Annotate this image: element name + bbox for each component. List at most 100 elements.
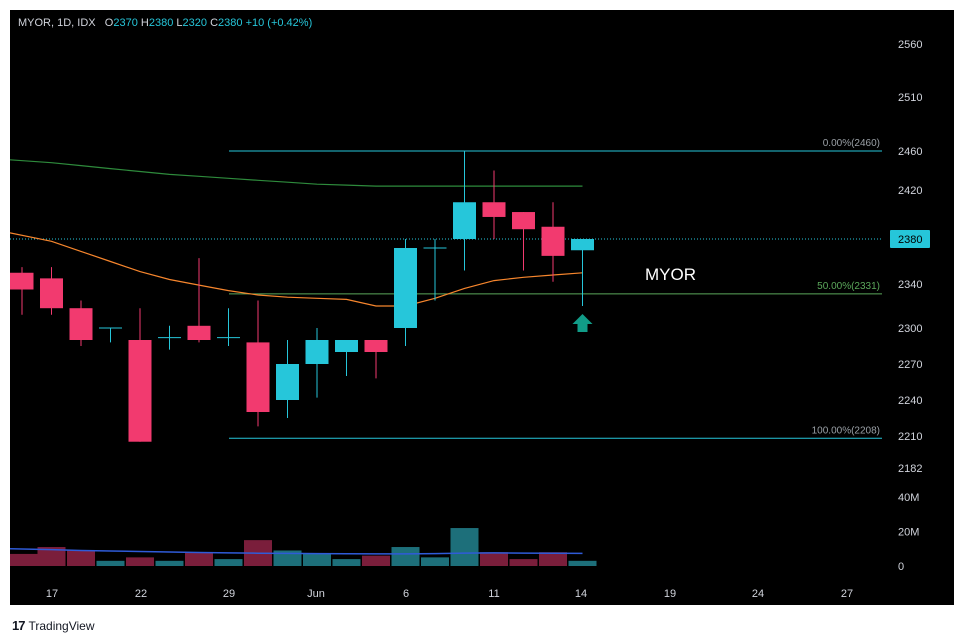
date-tick-label: 17 bbox=[46, 588, 58, 600]
candle[interactable] bbox=[10, 267, 34, 315]
fib-level-label: 50.00%(2331) bbox=[817, 281, 880, 292]
fib-level-label: 100.00%(2208) bbox=[812, 425, 880, 436]
candle[interactable] bbox=[276, 340, 299, 418]
date-tick-label: Jun bbox=[307, 588, 325, 600]
volume-bar bbox=[539, 552, 567, 566]
date-tick-label: 22 bbox=[135, 588, 147, 600]
candle[interactable] bbox=[40, 267, 63, 315]
date-tick-label: 19 bbox=[664, 588, 676, 600]
candle-body bbox=[541, 226, 565, 256]
candle[interactable] bbox=[423, 239, 447, 301]
candle-body bbox=[335, 340, 358, 352]
volume-bar bbox=[450, 528, 479, 566]
chart-legend: MYOR, 1D, IDX O2370 H2380 L2320 C2380 +1… bbox=[18, 17, 312, 29]
candle-body bbox=[10, 272, 34, 290]
price-axis[interactable]: 2560 2510 2460 2420 2380 2340 2300 2270 2240 2210… bbox=[898, 39, 922, 475]
current-price-badge: 2380 bbox=[890, 230, 930, 248]
high-value: 2380 bbox=[148, 17, 174, 29]
candle[interactable] bbox=[246, 300, 270, 427]
price-tick-label: 2560 bbox=[898, 39, 922, 51]
symbol-label[interactable]: MYOR, 1D, IDX bbox=[18, 17, 96, 29]
candle[interactable] bbox=[364, 340, 388, 379]
footer: 17 TradingView bbox=[12, 618, 95, 633]
moving-averages bbox=[10, 159, 583, 307]
volume-bar bbox=[509, 559, 538, 566]
arrow-shape bbox=[572, 314, 593, 332]
brand-name[interactable]: TradingView bbox=[28, 618, 95, 633]
candle[interactable] bbox=[217, 308, 240, 346]
candle-body bbox=[69, 308, 93, 340]
current-price-label: 2380 bbox=[898, 234, 922, 246]
ma-long-line bbox=[10, 159, 583, 187]
close-label: C bbox=[210, 17, 219, 29]
fibonacci-retracement[interactable]: 0.00%(2460) 50.00%(2331) 100.00%(2208) bbox=[229, 138, 882, 439]
volume-axis: 40M 20M 0 bbox=[898, 492, 919, 573]
volume-tick-label: 40M bbox=[898, 492, 919, 504]
candle-body bbox=[40, 278, 63, 309]
volume-bar bbox=[303, 553, 331, 566]
up-arrow-icon bbox=[572, 314, 593, 332]
open-label: O bbox=[104, 17, 114, 29]
price-tick-label: 2340 bbox=[898, 279, 922, 291]
volume-bar bbox=[185, 552, 213, 566]
volume-tick-label: 0 bbox=[898, 561, 904, 573]
date-tick-label: 11 bbox=[488, 588, 499, 600]
fib-level-label: 0.00%(2460) bbox=[823, 138, 880, 149]
candle[interactable] bbox=[512, 212, 535, 271]
change-value: +10 (+0.42%) bbox=[245, 17, 313, 29]
candle-body bbox=[246, 342, 270, 412]
candle-body bbox=[305, 340, 329, 364]
date-axis[interactable]: 17 22 29 Jun 6 11 14 19 24 27 bbox=[46, 588, 853, 600]
candle[interactable] bbox=[158, 325, 181, 350]
price-tick-label: 2240 bbox=[898, 395, 922, 407]
candle[interactable] bbox=[453, 151, 476, 271]
candlesticks[interactable] bbox=[10, 151, 594, 442]
candle-body bbox=[276, 364, 299, 400]
volume-bar bbox=[362, 555, 390, 566]
candle-body bbox=[453, 202, 476, 239]
volume-bar bbox=[155, 560, 184, 566]
candle-body bbox=[128, 340, 152, 442]
candle[interactable] bbox=[69, 300, 93, 347]
volume-bar bbox=[273, 550, 302, 566]
volume-bar bbox=[332, 559, 361, 566]
chart-canvas[interactable]: 0.00%(2460) 50.00%(2331) 100.00%(2208) 256… bbox=[10, 10, 954, 605]
close-value: 2380 bbox=[218, 17, 243, 29]
ma-short-line bbox=[10, 232, 583, 307]
price-tick-label: 2460 bbox=[898, 146, 922, 158]
candle[interactable] bbox=[394, 239, 417, 346]
candle[interactable] bbox=[571, 239, 594, 306]
volume-bar bbox=[480, 552, 508, 566]
low-value: 2320 bbox=[182, 17, 208, 29]
date-tick-label: 14 bbox=[575, 588, 587, 600]
high-label: H bbox=[140, 17, 149, 29]
volume-bars bbox=[10, 528, 597, 566]
date-tick-label: 6 bbox=[403, 588, 409, 600]
low-label: L bbox=[176, 17, 183, 29]
price-tick-label: 2420 bbox=[898, 185, 922, 197]
date-tick-label: 24 bbox=[752, 588, 764, 600]
candle-body bbox=[364, 340, 388, 352]
candle-body bbox=[482, 202, 506, 217]
price-tick-label: 2300 bbox=[898, 323, 922, 335]
candle[interactable] bbox=[541, 202, 565, 282]
candle[interactable] bbox=[99, 327, 122, 343]
candle[interactable] bbox=[482, 170, 506, 240]
candle[interactable] bbox=[187, 258, 211, 343]
candle[interactable] bbox=[128, 308, 152, 442]
chart-frame bbox=[10, 10, 954, 605]
annotation-label[interactable]: MYOR bbox=[645, 265, 696, 284]
candle[interactable] bbox=[335, 340, 358, 376]
volume-tick-label: 20M bbox=[898, 527, 919, 539]
volume-bar bbox=[214, 559, 243, 566]
volume-bar bbox=[37, 547, 66, 566]
volume-bar bbox=[421, 557, 449, 566]
candle-body bbox=[187, 325, 211, 340]
volume-ma-line bbox=[10, 548, 583, 555]
candle-body bbox=[394, 248, 417, 328]
candle-body bbox=[571, 239, 594, 251]
price-tick-label: 2210 bbox=[898, 431, 922, 443]
volume-bar bbox=[126, 557, 154, 566]
tradingview-logo-icon[interactable]: 17 bbox=[12, 618, 26, 633]
candle[interactable] bbox=[305, 328, 329, 398]
